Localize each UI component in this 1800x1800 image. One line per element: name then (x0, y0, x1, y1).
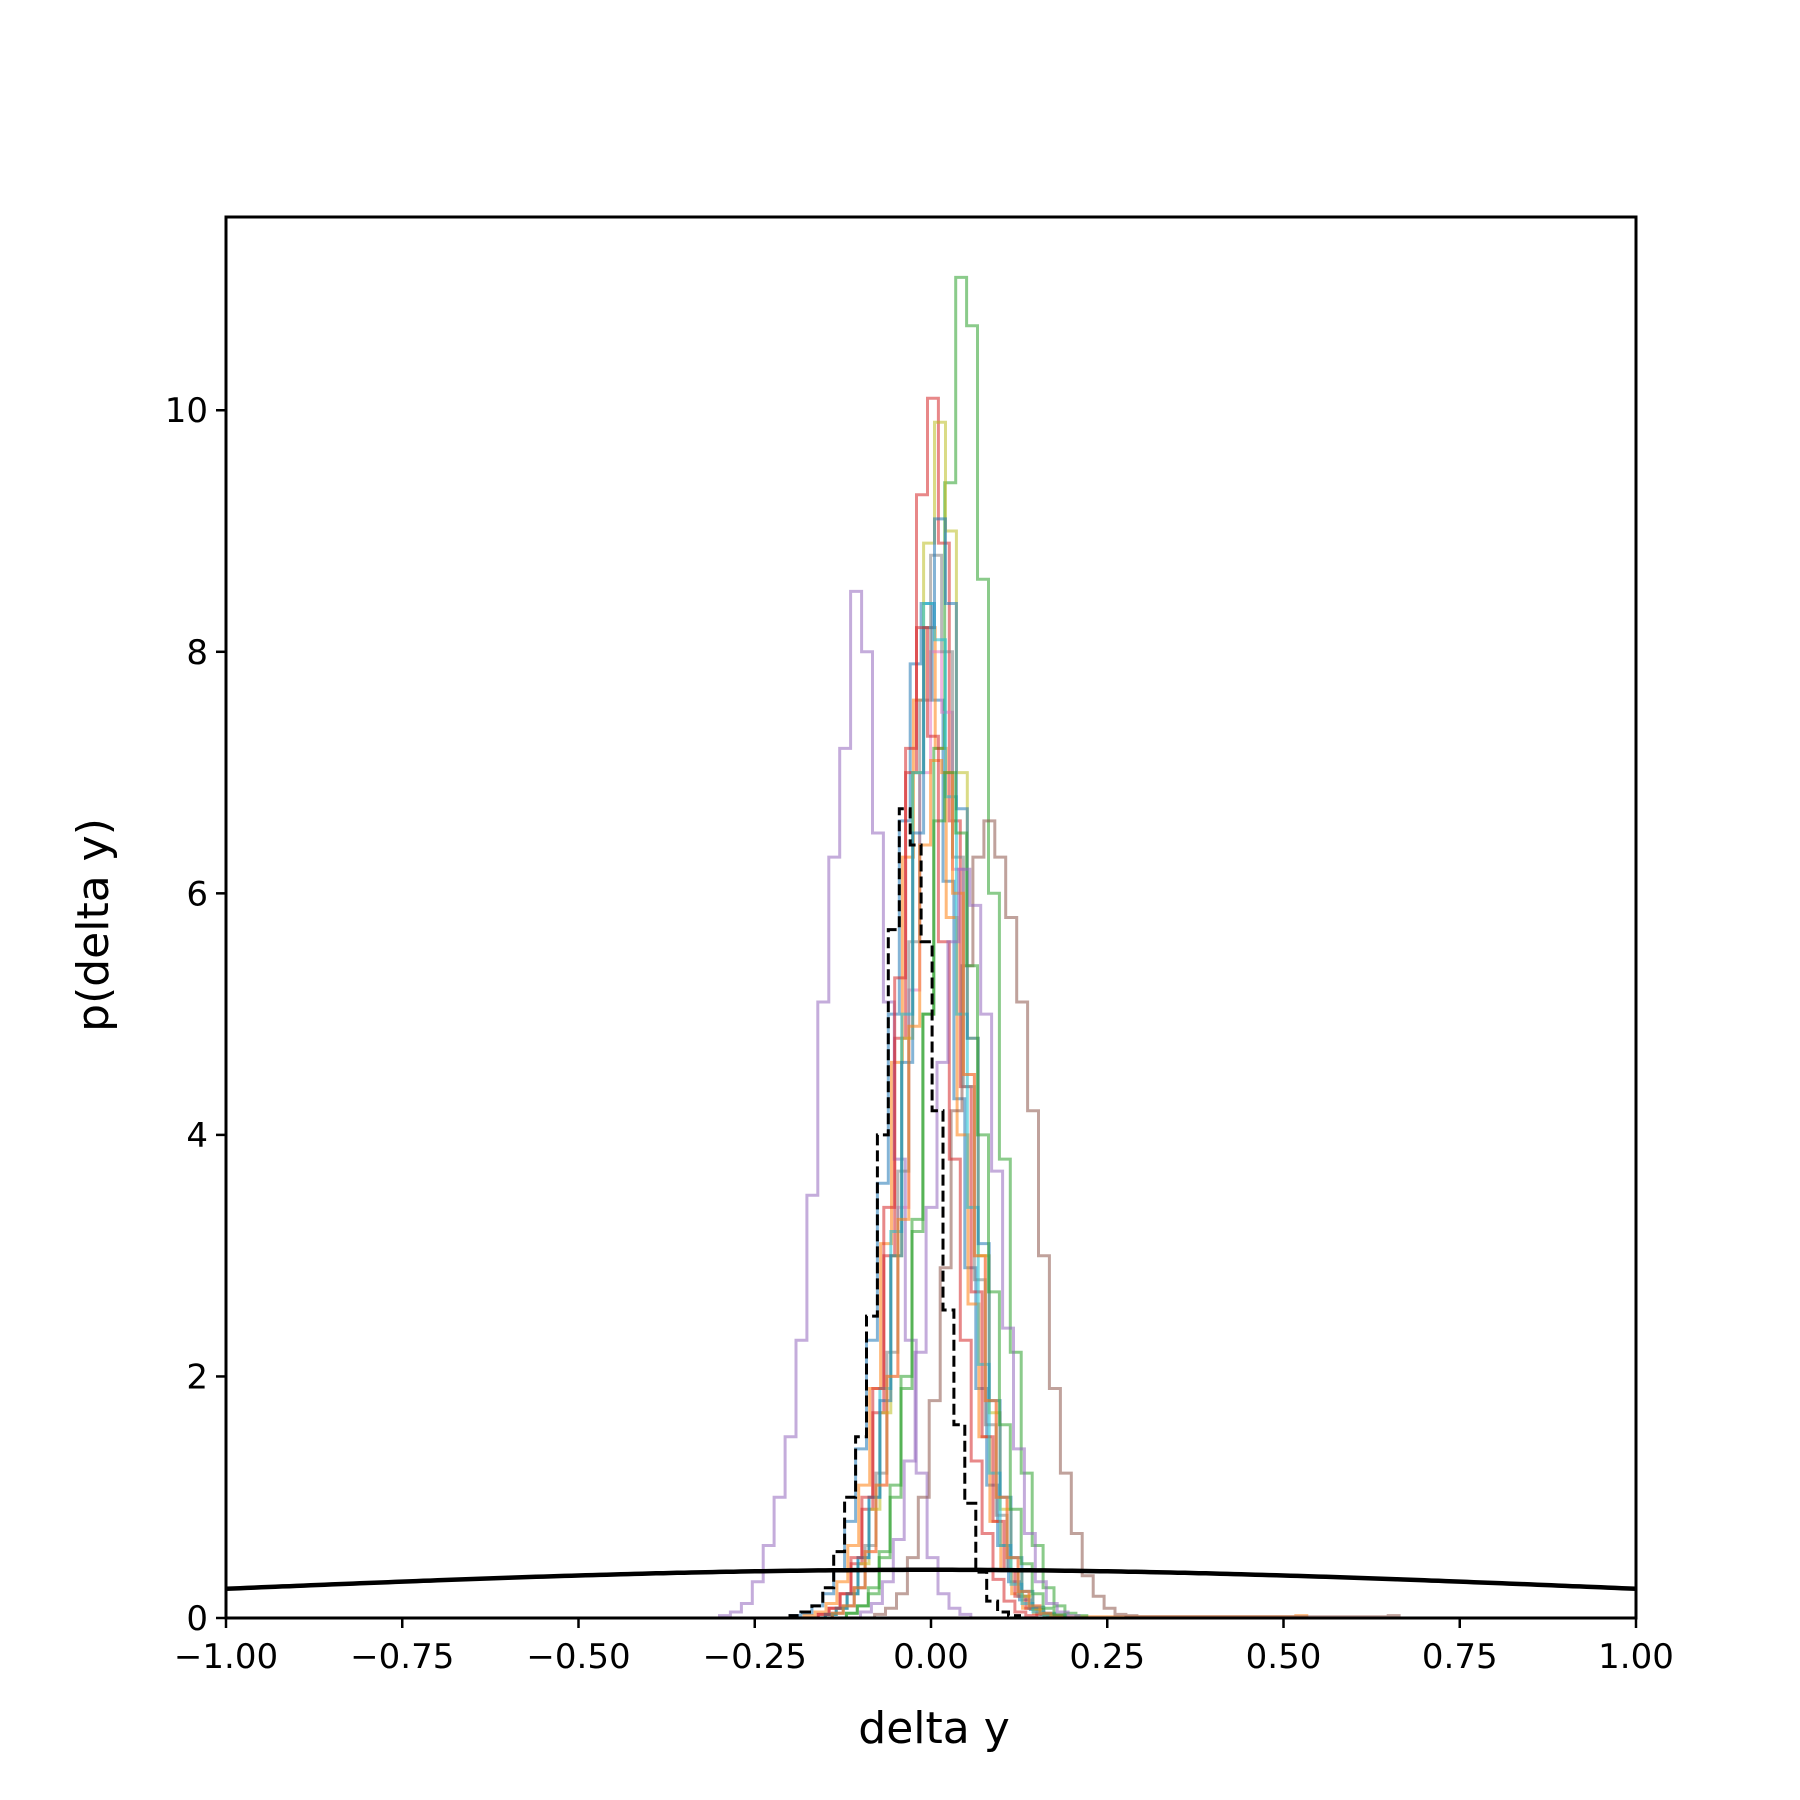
y-axis-label: p(delta y) (68, 818, 119, 1032)
y-tick-label: 0 (186, 1599, 208, 1639)
x-tick-label: 0.25 (1069, 1637, 1145, 1677)
x-axis-label: delta y (858, 1703, 1009, 1754)
histogram-series-5 (718, 589, 973, 1618)
axis-ticks: −1.00 −0.75 −0.50 −0.25 0.00 0.25 0.50 0.75 1.00… (165, 391, 1674, 1677)
x-tick-label: 0.50 (1246, 1637, 1322, 1677)
y-tick-label: 4 (186, 1116, 208, 1156)
x-tick-label: 0.75 (1422, 1637, 1498, 1677)
histogram-series-15 (859, 867, 1081, 1618)
histogram-series-9 (823, 420, 1068, 1618)
y-tick-label: 8 (186, 633, 208, 673)
y-tick-label: 10 (165, 391, 208, 431)
x-tick-label: −0.50 (526, 1637, 630, 1677)
x-tick-label: 1.00 (1598, 1637, 1674, 1677)
y-tick-label: 2 (186, 1357, 208, 1397)
plot-area (224, 215, 1638, 1620)
x-tick-label: −1.00 (174, 1637, 278, 1677)
histogram-series-14 (816, 626, 1039, 1618)
x-tick-label: 0.00 (893, 1637, 969, 1677)
histogram-series-3 (844, 275, 1089, 1618)
reference-curve (226, 1567, 1636, 1592)
x-tick-label: −0.25 (703, 1637, 807, 1677)
x-tick-label: −0.75 (350, 1637, 454, 1677)
plot-series (226, 275, 1636, 1618)
y-tick-label: 6 (186, 874, 208, 914)
